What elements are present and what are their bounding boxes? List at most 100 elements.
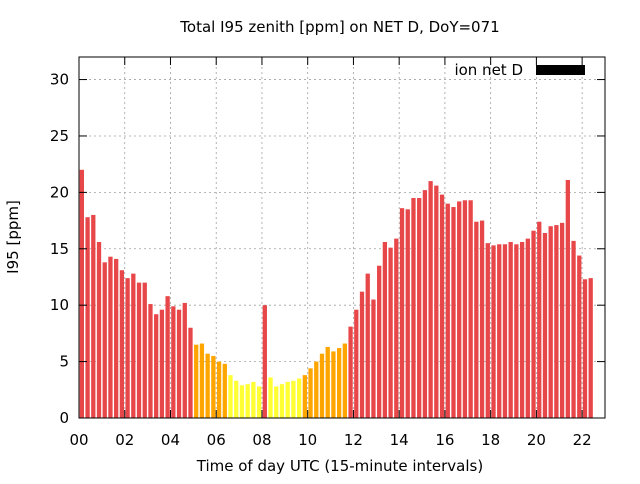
x-axis-label: Time of day UTC (15-minute intervals) — [196, 457, 483, 475]
x-tick-label: 06 — [207, 431, 226, 449]
x-tick-label: 00 — [69, 431, 88, 449]
bar — [131, 273, 136, 418]
bar — [262, 305, 267, 418]
bar — [474, 221, 479, 418]
bar — [239, 385, 245, 418]
bar — [102, 262, 107, 418]
bar — [165, 296, 170, 418]
bar — [228, 375, 233, 418]
bar — [211, 355, 216, 418]
bar — [588, 278, 593, 418]
bar — [582, 279, 588, 418]
bar — [377, 265, 382, 418]
bar — [457, 201, 462, 418]
bar — [319, 353, 325, 418]
bar — [79, 169, 85, 418]
x-tick-label: 08 — [252, 431, 271, 449]
y-tick-label: 30 — [50, 71, 69, 89]
bar — [251, 381, 256, 418]
bar — [399, 208, 405, 418]
bar — [119, 270, 125, 418]
bar — [216, 361, 222, 418]
bar — [548, 226, 553, 418]
bar — [411, 198, 416, 418]
bar — [434, 185, 439, 418]
bar — [268, 377, 273, 418]
bar — [302, 375, 307, 418]
bar — [96, 242, 102, 418]
bar — [445, 203, 450, 418]
axis-ticks: 0 5 10 15 20 25 30 00 02 04 06 08 10 12 14 16 18 20 22 — [50, 57, 605, 449]
x-tick-label: 22 — [573, 431, 592, 449]
bar — [531, 230, 536, 418]
bar — [571, 240, 576, 418]
y-tick-label: 20 — [50, 183, 69, 201]
x-tick-label: 20 — [527, 431, 546, 449]
grid — [79, 57, 605, 418]
bar — [519, 242, 525, 418]
bar — [308, 368, 313, 418]
bar — [428, 181, 433, 418]
bars — [79, 169, 593, 418]
bar — [348, 326, 353, 418]
bar — [256, 386, 262, 418]
bar — [85, 217, 90, 418]
x-tick-label: 12 — [344, 431, 363, 449]
y-tick-label: 25 — [50, 127, 69, 145]
x-tick-label: 04 — [161, 431, 180, 449]
bar — [125, 278, 130, 418]
bar — [285, 381, 290, 418]
bar — [188, 327, 193, 418]
bar — [502, 244, 508, 418]
bar — [388, 247, 393, 418]
bar — [508, 242, 513, 418]
bar — [359, 291, 365, 418]
bar — [525, 238, 530, 418]
bar — [479, 220, 485, 418]
bar — [342, 343, 348, 418]
bar — [91, 214, 96, 418]
y-tick-label: 5 — [59, 353, 69, 371]
bar — [462, 200, 468, 418]
bar — [537, 221, 542, 418]
bar — [222, 363, 227, 418]
bar — [577, 255, 582, 418]
bar — [451, 207, 456, 418]
bar — [114, 258, 119, 418]
y-tick-label: 0 — [59, 409, 69, 427]
x-tick-label: 02 — [115, 431, 134, 449]
bar — [159, 309, 165, 418]
y-tick-label: 15 — [50, 240, 69, 258]
legend-label: ion net D — [454, 61, 523, 79]
bar — [108, 256, 113, 418]
x-tick-label: 18 — [481, 431, 500, 449]
bar — [542, 232, 548, 418]
bar — [365, 273, 370, 418]
bar — [382, 242, 388, 418]
bar — [325, 346, 330, 418]
bar — [394, 238, 399, 418]
legend: ion net D — [454, 61, 585, 79]
x-tick-label: 14 — [390, 431, 409, 449]
bar — [354, 309, 359, 418]
bar — [336, 348, 342, 418]
bar — [296, 378, 302, 418]
bar — [491, 245, 496, 418]
bar — [559, 222, 565, 418]
bar — [417, 198, 422, 418]
bar — [274, 386, 279, 418]
x-tick-label: 10 — [298, 431, 317, 449]
bar — [497, 244, 502, 418]
bar — [194, 344, 199, 418]
x-tick-label: 16 — [435, 431, 454, 449]
bar — [371, 299, 376, 418]
bar — [405, 209, 410, 418]
y-axis-label: I95 [ppm] — [4, 200, 22, 274]
bar — [314, 361, 319, 418]
bar — [245, 384, 250, 418]
bar — [565, 179, 570, 418]
bar — [136, 282, 142, 418]
chart-title: Total I95 zenith [ppm] on NET D, DoY=071 — [179, 18, 499, 36]
